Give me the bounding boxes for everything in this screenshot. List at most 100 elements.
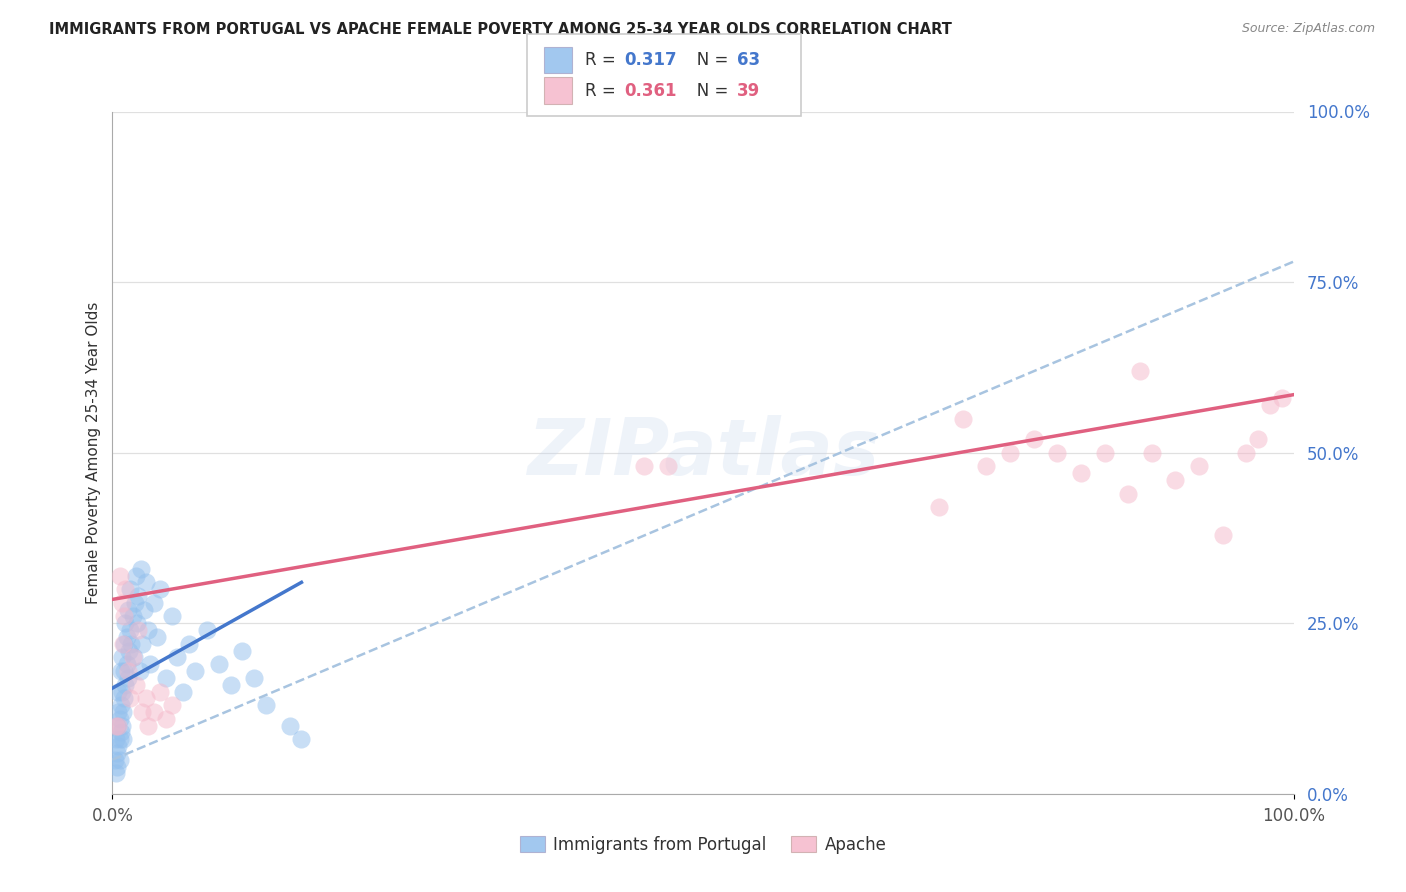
Point	[136, 623, 159, 637]
Point	[111, 684, 134, 698]
Text: 0.361: 0.361	[624, 82, 676, 100]
Point	[184, 664, 207, 678]
Point	[107, 739, 129, 753]
Point	[160, 609, 183, 624]
Text: R =: R =	[585, 82, 621, 100]
Point	[155, 712, 177, 726]
Point	[115, 657, 138, 672]
Point	[124, 596, 146, 610]
Point	[1164, 473, 1187, 487]
Point	[108, 568, 131, 582]
Point	[127, 589, 149, 603]
Point	[112, 732, 135, 747]
Point	[105, 719, 128, 733]
Point	[219, 678, 242, 692]
Point	[104, 753, 127, 767]
Point	[179, 637, 201, 651]
Point	[107, 719, 129, 733]
Point	[142, 596, 165, 610]
Point	[998, 446, 1021, 460]
Text: 0.317: 0.317	[624, 51, 676, 69]
Point	[121, 650, 143, 665]
Point	[131, 705, 153, 719]
Point	[149, 684, 172, 698]
Text: N =: N =	[681, 82, 733, 100]
Point	[108, 753, 131, 767]
Point	[128, 664, 150, 678]
Point	[105, 732, 128, 747]
Point	[1116, 486, 1139, 500]
Point	[112, 664, 135, 678]
Point	[108, 712, 131, 726]
Point	[1271, 391, 1294, 405]
Point	[105, 766, 128, 780]
Point	[146, 630, 169, 644]
Text: Source: ZipAtlas.com: Source: ZipAtlas.com	[1241, 22, 1375, 36]
Point	[278, 719, 301, 733]
Point	[120, 691, 142, 706]
Point	[149, 582, 172, 596]
Point	[243, 671, 266, 685]
Point	[127, 616, 149, 631]
Point	[115, 630, 138, 644]
Point	[131, 637, 153, 651]
Point	[254, 698, 277, 713]
Point	[139, 657, 162, 672]
Point	[1258, 398, 1281, 412]
Point	[110, 698, 132, 713]
Point	[114, 582, 136, 596]
Point	[1234, 446, 1257, 460]
Point	[1022, 432, 1045, 446]
Point	[112, 705, 135, 719]
Point	[952, 411, 974, 425]
Point	[105, 719, 128, 733]
Point	[155, 671, 177, 685]
Point	[129, 562, 152, 576]
Point	[107, 684, 129, 698]
Point	[107, 705, 129, 719]
Point	[1212, 527, 1234, 541]
Point	[122, 650, 145, 665]
Text: IMMIGRANTS FROM PORTUGAL VS APACHE FEMALE POVERTY AMONG 25-34 YEAR OLDS CORRELAT: IMMIGRANTS FROM PORTUGAL VS APACHE FEMAL…	[49, 22, 952, 37]
Point	[117, 602, 139, 616]
Point	[231, 643, 253, 657]
Text: ZIPatlas: ZIPatlas	[527, 415, 879, 491]
Point	[108, 732, 131, 747]
Point	[136, 719, 159, 733]
Point	[160, 698, 183, 713]
Point	[208, 657, 231, 672]
Point	[172, 684, 194, 698]
Point	[117, 664, 139, 678]
Point	[114, 678, 136, 692]
Point	[118, 643, 141, 657]
Point	[111, 596, 134, 610]
Point	[1188, 459, 1211, 474]
Point	[120, 637, 142, 651]
Point	[1129, 364, 1152, 378]
Point	[117, 671, 139, 685]
Point	[125, 568, 148, 582]
Point	[1247, 432, 1270, 446]
Y-axis label: Female Poverty Among 25-34 Year Olds: Female Poverty Among 25-34 Year Olds	[86, 301, 101, 604]
Point	[1046, 446, 1069, 460]
Point	[134, 602, 156, 616]
Point	[195, 623, 218, 637]
Text: N =: N =	[681, 51, 733, 69]
Point	[105, 759, 128, 773]
Point	[111, 719, 134, 733]
Point	[114, 616, 136, 631]
Point	[112, 637, 135, 651]
Point	[120, 623, 142, 637]
Point	[105, 746, 128, 760]
Text: R =: R =	[585, 51, 621, 69]
Point	[657, 459, 679, 474]
Point	[1094, 446, 1116, 460]
Point	[110, 725, 132, 739]
Point	[111, 650, 134, 665]
Text: 63: 63	[737, 51, 759, 69]
Point	[135, 575, 157, 590]
Point	[112, 691, 135, 706]
Point	[110, 664, 132, 678]
Point	[112, 637, 135, 651]
Point	[120, 582, 142, 596]
